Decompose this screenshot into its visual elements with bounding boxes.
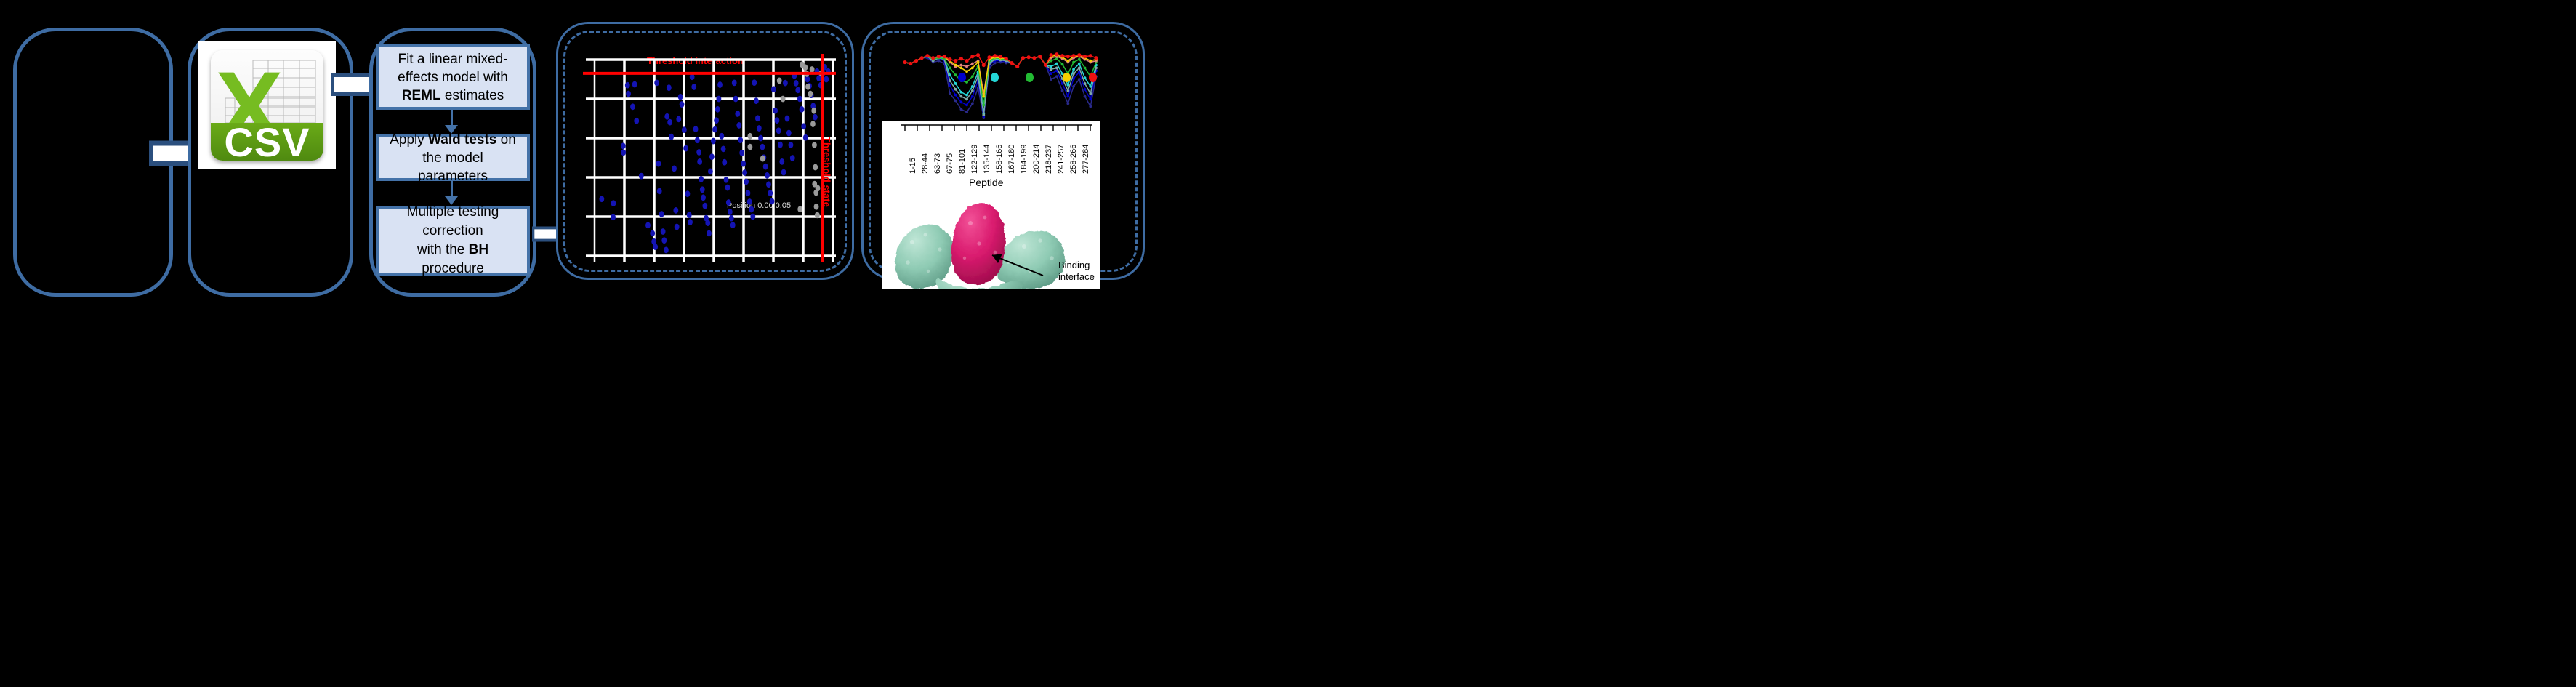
- connector-wald-bh: [451, 181, 453, 198]
- csv-label: CSV: [224, 118, 310, 161]
- peptide-tick-label: 28-44: [921, 153, 930, 174]
- threshold-scatter-plot: Threshold interaction Position 0.00 0.05…: [581, 44, 836, 262]
- peptide-line-chart: [885, 42, 1125, 122]
- y-tick-label: 0.01: [890, 121, 906, 123]
- peptide-tick-labels: 1-15 28-44 63-73 67-75 81-101 122-129 135-144 1…: [882, 121, 1100, 180]
- line-1-bold: Apply Wald tests on: [390, 132, 516, 148]
- line-2: effects model with: [398, 69, 508, 85]
- peptide-tick-label: 200-214: [1032, 144, 1041, 174]
- line-1: Fit a linear mixed-: [398, 51, 508, 67]
- peptide-tick-label: 122-129: [970, 144, 979, 174]
- peptide-tick-label: 167-180: [1007, 144, 1016, 174]
- connector-arrowhead-1: [445, 125, 458, 134]
- line-3-bold: REML estimates: [401, 87, 504, 103]
- scatter-canvas: Position 0.00 0.05: [583, 54, 836, 262]
- step-reml-box[interactable]: Fit a linear mixed- effects model with R…: [376, 44, 530, 110]
- annot-line-1: Binding: [1058, 260, 1090, 270]
- peptide-tick-label: 158-166: [995, 144, 1004, 174]
- peptide-tick-label: 81-101: [958, 148, 967, 174]
- csv-x-letter: X: [215, 50, 283, 161]
- step-bh-text: Multiple testing correction with the BH …: [386, 203, 520, 278]
- line-3-bold: with the BH procedure: [416, 242, 489, 276]
- csv-spreadsheet-grid: [211, 50, 323, 161]
- step-reml-text: Fit a linear mixed- effects model with R…: [398, 50, 508, 105]
- legend-dot-red: [1089, 73, 1097, 82]
- connector-arrowhead-2: [445, 196, 458, 205]
- peptide-tick-label: 135-144: [983, 144, 991, 174]
- peptide-tick-label: 1-15: [909, 157, 917, 174]
- peptide-tick-label: 184-199: [1020, 144, 1029, 174]
- protein-structure-render: [895, 203, 1065, 289]
- peptide-tick-label: 67-75: [946, 153, 954, 174]
- legend-dot-cyan: [991, 73, 999, 82]
- legend-dot-blue: [958, 73, 966, 82]
- step-bh-box[interactable]: Multiple testing correction with the BH …: [376, 203, 530, 278]
- line-2: the model parameters: [417, 150, 488, 184]
- peptide-tick-label: 218-237: [1045, 144, 1053, 174]
- legend-dot-yellow: [1063, 73, 1071, 82]
- svg-text:Position 0.00 0.05: Position 0.00 0.05: [727, 201, 791, 210]
- line-1: Multiple testing: [406, 204, 499, 220]
- binding-interface-annotation: Binding interface: [1058, 260, 1095, 283]
- peptide-tick-label: 63-73: [933, 153, 942, 174]
- csv-file-icon: X CSV: [211, 50, 323, 161]
- step-wald-text: Apply Wald tests on the model parameters: [386, 131, 520, 185]
- connector-reml-wald: [451, 110, 453, 127]
- x-axis-line: [901, 124, 1092, 131]
- threshold-state-label: Threshold state: [821, 137, 832, 207]
- csv-image-frame: X CSV: [198, 41, 336, 169]
- line-2: correction: [422, 223, 483, 238]
- csv-label-band: CSV: [211, 119, 323, 161]
- legend-dot-green: [1026, 73, 1034, 82]
- peptide-tick-label: 258-266: [1069, 144, 1078, 174]
- line-chart-canvas: [903, 52, 1098, 119]
- step-wald-box[interactable]: Apply Wald tests on the model parameters: [376, 132, 530, 184]
- annot-line-2: interface: [1058, 271, 1095, 282]
- x-axis-title: Peptide: [969, 177, 1004, 188]
- peptide-tick-label: 241-257: [1057, 144, 1066, 174]
- input-panel: [13, 28, 173, 297]
- peptide-tick-label: 277-284: [1082, 144, 1090, 174]
